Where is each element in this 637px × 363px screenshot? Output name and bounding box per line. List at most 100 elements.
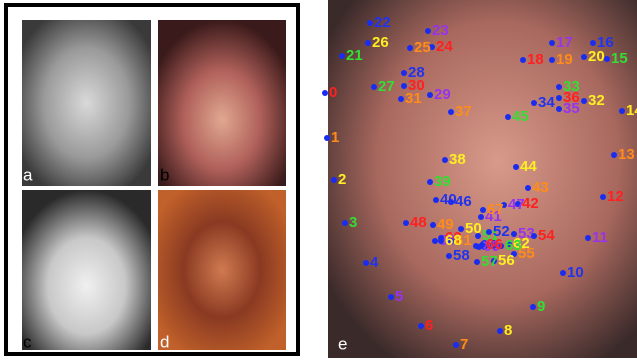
landmark-label: 8 xyxy=(504,322,512,339)
landmark-dot xyxy=(486,229,492,235)
panel-label: e xyxy=(338,334,347,353)
landmark-dot xyxy=(331,177,337,183)
landmark-label: 22 xyxy=(374,14,391,31)
panel-label: c xyxy=(23,332,32,351)
landmark-label: 27 xyxy=(378,78,395,95)
landmark-dot xyxy=(418,323,424,329)
landmark-label: 68 xyxy=(445,232,462,249)
landmark-dot xyxy=(388,294,394,300)
landmark-dot xyxy=(432,238,438,244)
landmark-dot xyxy=(560,270,566,276)
landmark-label: 39 xyxy=(434,173,451,190)
landmark-dot xyxy=(556,84,562,90)
landmark-label: 36 xyxy=(563,89,580,106)
landmark-label: 7 xyxy=(460,336,468,353)
photo-b xyxy=(158,20,286,186)
landmark-label: 66 xyxy=(486,236,503,253)
landmark-dot xyxy=(604,56,610,62)
photo-c xyxy=(22,190,151,350)
figure: a b c d e 012345678910111213141516171819… xyxy=(0,0,637,358)
landmark-dot xyxy=(525,185,531,191)
landmark-label: 14 xyxy=(626,102,637,119)
landmark-dot xyxy=(600,194,606,200)
landmark-dot xyxy=(398,96,404,102)
landmark-label: 9 xyxy=(537,298,545,315)
landmark-label: 44 xyxy=(520,158,537,175)
landmark-dot xyxy=(403,220,409,226)
landmark-label: 67 xyxy=(487,201,504,218)
landmark-dot xyxy=(363,260,369,266)
landmark-label: 18 xyxy=(527,51,544,68)
landmark-dot xyxy=(549,57,555,63)
landmark-label: 0 xyxy=(329,84,337,101)
landmark-label: 2 xyxy=(338,171,346,188)
panel-label: b xyxy=(160,165,169,184)
landmark-dot xyxy=(430,222,436,228)
landmark-dot xyxy=(497,328,503,334)
landmark-label: 29 xyxy=(434,86,451,103)
landmark-label: 4 xyxy=(370,254,379,271)
landmark-dot xyxy=(442,157,448,163)
landmark-dot xyxy=(448,109,454,115)
landmark-dot xyxy=(581,54,587,60)
landmark-dot xyxy=(581,98,587,104)
landmark-dot xyxy=(365,40,371,46)
landmark-dot xyxy=(427,179,433,185)
landmark-label: 5 xyxy=(395,288,403,305)
landmark-label: 23 xyxy=(432,22,449,39)
landmark-dot xyxy=(371,84,377,90)
landmark-label: 38 xyxy=(449,151,466,168)
panel-label: d xyxy=(160,332,169,351)
landmark-label: 25 xyxy=(414,39,431,56)
landmark-label: 10 xyxy=(567,264,584,281)
landmark-dot xyxy=(505,114,511,120)
landmark-dot xyxy=(480,207,486,213)
landmark-dot xyxy=(549,40,555,46)
landmark-label: 57 xyxy=(481,253,498,270)
landmark-label: 37 xyxy=(455,103,472,120)
landmark-dot xyxy=(342,220,348,226)
landmark-label: 3 xyxy=(349,214,357,231)
landmark-label: 12 xyxy=(607,188,624,205)
landmark-label: 43 xyxy=(532,179,549,196)
landmark-label: 45 xyxy=(512,108,529,125)
landmark-dot xyxy=(425,28,431,34)
landmark-label: 15 xyxy=(611,50,628,67)
landmark-dot xyxy=(407,45,413,51)
landmark-dot xyxy=(453,342,459,348)
landmark-label: 54 xyxy=(538,227,555,244)
landmark-dot xyxy=(401,83,407,89)
landmark-dot xyxy=(427,92,433,98)
landmark-label: 19 xyxy=(556,51,573,68)
landmark-dot xyxy=(367,20,373,26)
landmark-dot xyxy=(590,40,596,46)
landmark-dot xyxy=(446,253,452,259)
landmark-dot xyxy=(531,233,537,239)
landmark-label: 17 xyxy=(556,34,573,51)
landmark-dot xyxy=(530,304,536,310)
landmark-label: 20 xyxy=(588,48,605,65)
photo-a xyxy=(22,20,151,186)
landmark-label: 63 xyxy=(505,237,522,254)
landmark-label: 56 xyxy=(498,252,515,269)
landmark-dot xyxy=(324,135,330,141)
landmark-dot xyxy=(448,199,454,205)
landmark-label: 21 xyxy=(346,47,363,64)
landmark-label: 11 xyxy=(592,229,608,246)
landmark-label: 24 xyxy=(436,38,453,55)
panel-label: a xyxy=(23,165,33,184)
landmark-dot xyxy=(531,100,537,106)
landmark-label: 48 xyxy=(410,214,427,231)
landmark-label: 6 xyxy=(425,317,433,334)
photo-d xyxy=(158,190,286,350)
landmark-dot xyxy=(556,95,562,101)
landmark-dot xyxy=(479,242,485,248)
landmark-dot xyxy=(619,108,625,114)
landmark-dot xyxy=(520,57,526,63)
landmark-label: 46 xyxy=(455,193,472,210)
landmark-dot xyxy=(339,53,345,59)
landmark-label: 26 xyxy=(372,34,389,51)
landmark-label: 31 xyxy=(405,90,422,107)
landmark-dot xyxy=(433,197,439,203)
landmark-dot xyxy=(322,90,328,96)
